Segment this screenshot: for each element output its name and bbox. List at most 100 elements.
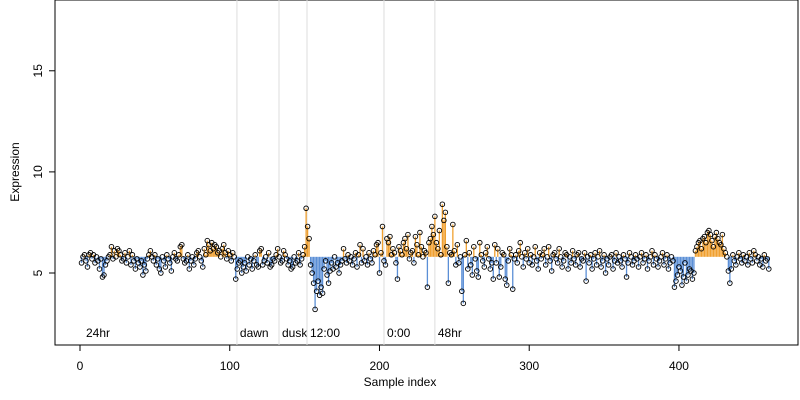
point [369, 260, 375, 266]
point [683, 278, 690, 284]
point [495, 245, 501, 252]
point [625, 260, 631, 266]
point [493, 260, 500, 266]
point [544, 254, 550, 260]
point [393, 260, 399, 266]
point [496, 274, 503, 280]
point [465, 266, 471, 272]
point [349, 262, 356, 268]
point [83, 258, 89, 264]
point [237, 258, 243, 264]
point [764, 256, 771, 262]
point [286, 258, 293, 264]
point [450, 221, 456, 228]
point [354, 264, 360, 270]
point [423, 250, 429, 256]
point [98, 256, 104, 262]
point [457, 254, 464, 260]
point [382, 262, 389, 268]
point [535, 266, 541, 272]
point [179, 241, 185, 248]
point [391, 250, 398, 256]
point [518, 254, 525, 260]
point [481, 264, 488, 270]
point [548, 268, 555, 274]
point [132, 266, 139, 272]
point [399, 252, 405, 258]
x-tick-label: 200 [369, 359, 389, 373]
point [442, 209, 449, 216]
point [274, 245, 281, 252]
point [670, 258, 676, 264]
point [351, 256, 357, 262]
point [605, 262, 612, 268]
point [590, 256, 597, 262]
point [766, 266, 772, 272]
x-axis-label: Sample index [364, 375, 437, 389]
point [691, 270, 697, 276]
point [441, 217, 447, 224]
point [307, 262, 314, 268]
point [313, 288, 320, 294]
point [677, 268, 684, 274]
point [707, 231, 714, 238]
point [462, 252, 468, 258]
point [586, 260, 592, 266]
event-label: dawn [240, 326, 269, 340]
point [385, 239, 392, 246]
point [331, 254, 338, 260]
point [221, 241, 227, 248]
point [137, 264, 143, 270]
point [758, 256, 765, 262]
point [448, 252, 455, 258]
point [429, 223, 435, 230]
point [435, 245, 441, 252]
point [595, 254, 601, 260]
point [661, 262, 667, 268]
point [580, 258, 586, 264]
point [484, 243, 491, 250]
point [420, 254, 426, 260]
point [719, 231, 726, 238]
point [328, 260, 335, 266]
point [223, 256, 230, 262]
point [575, 250, 582, 256]
point [560, 258, 567, 264]
point [231, 254, 237, 260]
point [674, 272, 681, 278]
point [689, 276, 696, 282]
point [505, 258, 512, 264]
point [304, 223, 311, 230]
point [294, 258, 300, 264]
point [291, 254, 297, 260]
point [601, 252, 607, 258]
point [265, 250, 272, 256]
point [252, 252, 258, 258]
event-label: 48hr [438, 326, 462, 340]
point [276, 254, 282, 260]
point [509, 286, 516, 292]
point [201, 245, 208, 252]
point [303, 205, 309, 212]
point [387, 233, 393, 240]
point [659, 250, 666, 256]
event-label: 24hr [86, 326, 110, 340]
point [264, 260, 270, 266]
point [649, 248, 655, 254]
point [433, 239, 440, 246]
point [655, 264, 661, 270]
point [436, 227, 443, 234]
y-tick-label: 15 [31, 64, 45, 78]
point [319, 290, 326, 296]
point [340, 245, 347, 252]
point [249, 266, 255, 272]
point [366, 250, 372, 256]
point [438, 252, 444, 258]
point [647, 254, 654, 260]
event-label: dusk [282, 326, 308, 340]
point [533, 258, 540, 264]
point [454, 241, 461, 248]
point [515, 248, 522, 254]
point [743, 254, 750, 260]
